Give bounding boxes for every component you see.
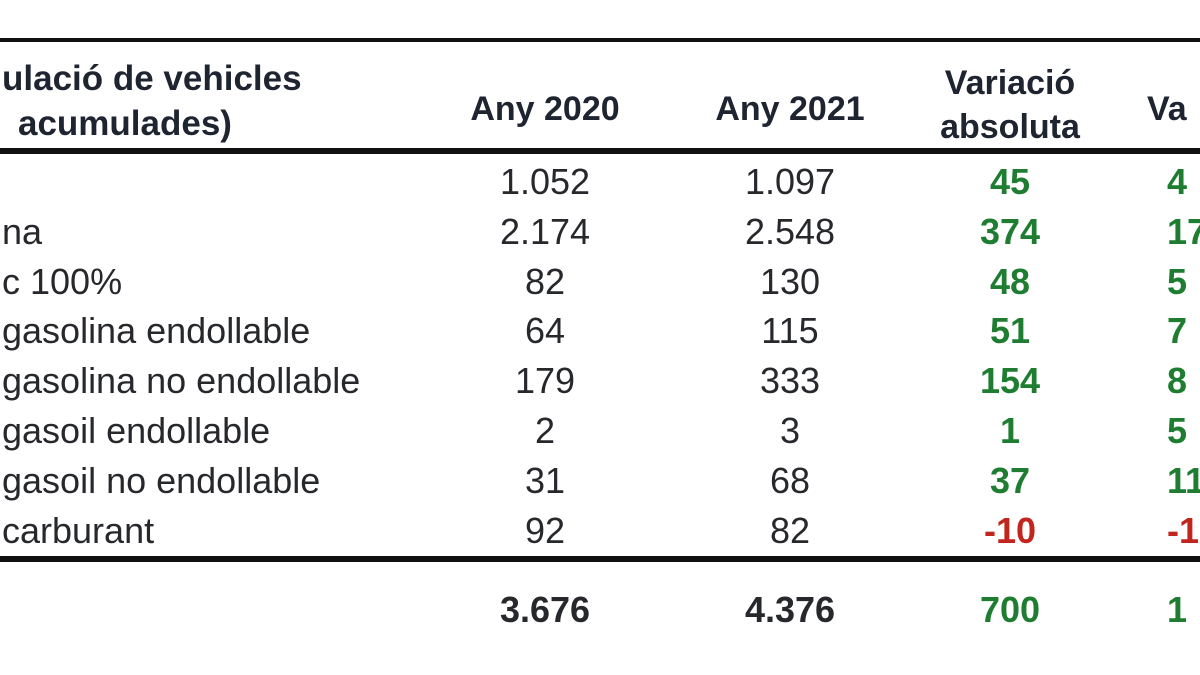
- value-2020: 1.052: [499, 161, 591, 202]
- table-row: c 100% 82 130 48 5: [0, 257, 1200, 307]
- value-variation-absolute: 154: [979, 360, 1041, 402]
- table-row: carburant 92 82 -10 -1: [0, 506, 1200, 556]
- value-2020: 2.174: [499, 210, 591, 252]
- header-rule-line: [0, 148, 1200, 154]
- value-2021: 130: [759, 260, 821, 302]
- value-variation-relative-cut: 8: [1167, 360, 1188, 402]
- table-row: gasolina no endollable 179 333 154 8: [0, 356, 1200, 406]
- value-2020: 31: [524, 459, 566, 501]
- column-header-variacio-absoluta: Variació absoluta: [885, 61, 1135, 149]
- total-2021: 4.376: [744, 589, 836, 630]
- row-label: carburant: [2, 509, 155, 551]
- value-2020: 64: [524, 310, 566, 352]
- total-rule-line: [0, 556, 1200, 562]
- table-title: ulació de vehicles acumulades): [2, 56, 302, 146]
- value-variation-absolute: 37: [989, 459, 1031, 501]
- value-2020: 92: [524, 509, 566, 551]
- value-variation-relative-cut: 4: [1167, 161, 1188, 202]
- table-row: gasoil endollable 2 3 1 5: [0, 406, 1200, 456]
- value-variation-absolute: 51: [989, 310, 1031, 352]
- value-2020: 179: [514, 360, 576, 402]
- row-label: gasoil no endollable: [2, 459, 321, 501]
- value-2020: 2: [534, 409, 556, 451]
- table-body: 1.052 1.097 45 4 na 2.174 2.548 374 17 c…: [0, 157, 1200, 555]
- table-row: gasolina endollable 64 115 51 7: [0, 306, 1200, 356]
- row-label: gasolina no endollable: [2, 360, 361, 402]
- value-2021: 333: [759, 360, 821, 402]
- value-2021: 2.548: [744, 210, 836, 252]
- value-variation-relative-cut: 5: [1167, 260, 1188, 302]
- value-2021: 115: [761, 310, 819, 352]
- row-label: c 100%: [2, 260, 123, 302]
- column-header-variacio-relativa-cut: Va: [1147, 90, 1187, 128]
- value-variation-absolute: 48: [989, 260, 1031, 302]
- value-variation-relative-cut: 11: [1167, 459, 1200, 501]
- total-variation-relative-cut: 1: [1167, 589, 1188, 630]
- value-2020: 82: [524, 260, 566, 302]
- value-variation-absolute: 45: [989, 161, 1031, 202]
- value-variation-relative-cut: 17: [1167, 210, 1200, 252]
- value-variation-absolute: -10: [983, 509, 1037, 551]
- column-header-variacio-line2: absoluta: [940, 108, 1080, 146]
- value-variation-absolute: 374: [979, 210, 1041, 252]
- table-row: gasoil no endollable 31 68 37 11: [0, 456, 1200, 506]
- row-label: gasolina endollable: [2, 310, 311, 352]
- value-2021: 68: [769, 459, 811, 501]
- column-header-variacio-line1: Variació: [944, 64, 1076, 102]
- total-2020: 3.676: [499, 589, 591, 630]
- value-2021: 3: [779, 409, 801, 451]
- column-header-any-2020: Any 2020: [470, 90, 620, 128]
- value-2021: 1.097: [744, 161, 836, 202]
- value-variation-relative-cut: -1: [1167, 509, 1200, 551]
- table-row: na 2.174 2.548 374 17: [0, 207, 1200, 257]
- value-variation-relative-cut: 5: [1167, 409, 1188, 451]
- table-title-line1: ulació de vehicles: [2, 59, 302, 98]
- total-row: 3.676 4.376 700 1: [0, 586, 1200, 634]
- total-variation-absolute: 700: [979, 589, 1041, 630]
- value-2021: 82: [769, 509, 811, 551]
- value-variation-absolute: 1: [999, 409, 1021, 451]
- top-rule-line: [0, 38, 1200, 42]
- row-label: gasoil endollable: [2, 409, 271, 451]
- row-label: na: [2, 210, 43, 252]
- table-title-line2: acumulades): [18, 104, 232, 143]
- column-header-any-2021: Any 2021: [715, 90, 865, 128]
- value-variation-relative-cut: 7: [1167, 310, 1188, 352]
- table-row: 1.052 1.097 45 4: [0, 157, 1200, 207]
